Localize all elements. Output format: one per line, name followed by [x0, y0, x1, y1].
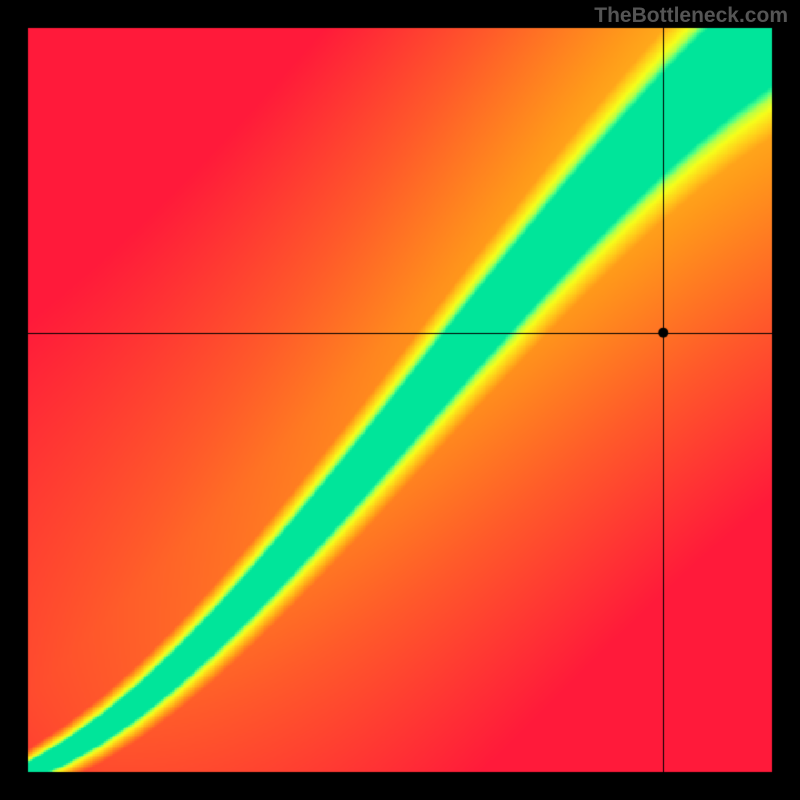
chart-container: TheBottleneck.com: [0, 0, 800, 800]
bottleneck-heatmap: [0, 0, 800, 800]
watermark-text: TheBottleneck.com: [594, 4, 788, 28]
